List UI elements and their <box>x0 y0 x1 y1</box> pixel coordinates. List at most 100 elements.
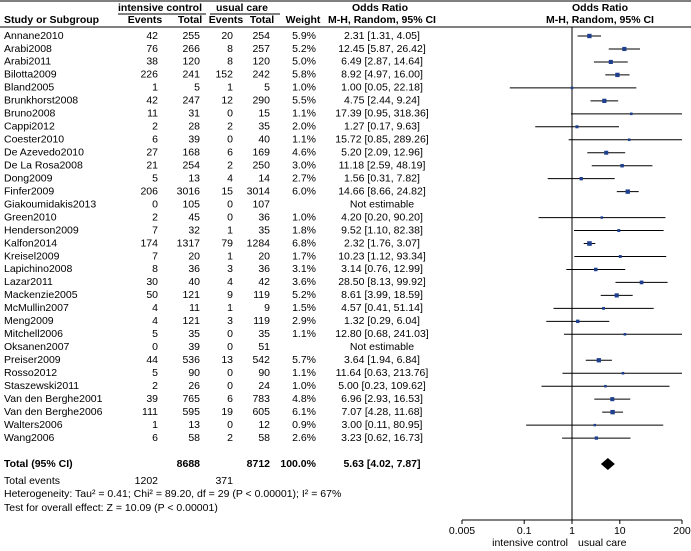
cell: 169 <box>252 147 270 159</box>
odds-ratio: 28.50 [8.13, 99.92] <box>338 276 426 288</box>
weight: 5.2% <box>292 289 316 301</box>
cell: 35 <box>258 121 270 133</box>
study-name: Lapichino2008 <box>4 263 72 275</box>
weight: 1.0% <box>292 380 316 392</box>
study-name: Arabi2008 <box>4 43 52 55</box>
cell: 5 <box>194 82 200 94</box>
cell: 0 <box>152 341 158 353</box>
cell: 121 <box>182 289 200 301</box>
cell: 536 <box>182 354 200 366</box>
odds-ratio: 6.96 [2.93, 16.53] <box>341 393 423 405</box>
study-name: Bland2005 <box>4 82 54 94</box>
cell: 35 <box>258 224 270 236</box>
cell: 7 <box>152 250 158 262</box>
cell: 765 <box>182 393 200 405</box>
cell: 39 <box>188 134 200 146</box>
cell: 168 <box>182 147 200 159</box>
cell: 0 <box>152 198 158 210</box>
x-tick-label: 0.005 <box>449 525 475 537</box>
study-name: Dong2009 <box>4 172 53 184</box>
cell: 3014 <box>247 185 271 197</box>
cell: 5 <box>264 82 270 94</box>
odds-ratio: 1.00 [0.05, 22.18] <box>341 82 423 94</box>
cell: 290 <box>252 95 270 107</box>
study-name: Arabi2011 <box>4 56 51 68</box>
column-header: Weight <box>286 14 321 26</box>
study-name: Brunkhorst2008 <box>4 95 78 107</box>
x-tick-label: 200 <box>673 525 691 537</box>
cell: 6 <box>227 393 233 405</box>
x-tick-label: 0.1 <box>517 525 532 537</box>
cell: 2 <box>227 121 233 133</box>
odds-ratio: 11.64 [0.63, 213.76] <box>336 367 429 379</box>
odds-ratio: 8.92 [4.97, 16.00] <box>341 69 423 81</box>
odds-ratio: 14.66 [8.66, 24.82] <box>338 185 426 197</box>
odds-ratio: 12.45 [5.87, 26.42] <box>338 43 426 55</box>
odds-ratio: 5.00 [0.23, 109.62] <box>338 380 426 392</box>
cell: 2 <box>152 121 158 133</box>
column-header: Study or Subgroup <box>4 14 99 26</box>
cell: 27 <box>146 147 158 159</box>
cell: 24 <box>258 380 270 392</box>
total-events-label: Total events <box>4 475 60 487</box>
weight: 3.0% <box>292 159 316 171</box>
cell: 4 <box>227 276 233 288</box>
cell: 36 <box>258 211 270 223</box>
cell: 0 <box>227 341 233 353</box>
cell: 36 <box>188 263 200 275</box>
cell: 254 <box>182 159 200 171</box>
point-estimate <box>620 163 624 168</box>
cell: 9 <box>227 289 233 301</box>
odds-ratio: 1.32 [0.29, 6.04] <box>344 315 420 327</box>
weight: 5.8% <box>292 69 316 81</box>
study-name: Mitchell2006 <box>4 328 63 340</box>
cell: 20 <box>188 250 200 262</box>
weight: 5.9% <box>292 30 316 42</box>
odds-ratio: Not estimable <box>350 198 414 210</box>
cell: 13 <box>188 172 200 184</box>
odds-ratio: 17.39 [0.95, 318.36] <box>335 108 428 120</box>
cell: 36 <box>258 263 270 275</box>
point-estimate <box>623 333 627 336</box>
study-name: De La Rosa2008 <box>4 159 83 171</box>
cell: 105 <box>182 198 200 210</box>
point-estimate <box>594 267 598 272</box>
point-estimate <box>570 86 574 90</box>
cell: 39 <box>188 341 200 353</box>
cell: 28 <box>188 121 200 133</box>
study-name: Walters2006 <box>4 419 63 431</box>
cell: 174 <box>140 237 158 249</box>
weight: 2.6% <box>292 432 316 444</box>
point-estimate <box>614 293 619 298</box>
odds-ratio: 8.61 [3.99, 18.59] <box>341 289 423 301</box>
point-estimate <box>576 319 580 324</box>
point-estimate <box>617 229 621 233</box>
cell: 38 <box>146 56 158 68</box>
cell: 0 <box>227 134 233 146</box>
total-events: 1202 <box>135 475 159 487</box>
cell: 13 <box>188 419 200 431</box>
odds-ratio: 15.72 [0.85, 289.26] <box>335 134 428 146</box>
cell: 0 <box>227 419 233 431</box>
point-estimate <box>575 125 579 129</box>
weight: 1.0% <box>292 211 316 223</box>
weight: 1.7% <box>292 250 316 262</box>
odds-ratio: 3.14 [0.76, 12.99] <box>341 263 423 275</box>
total-n: 8712 <box>247 458 271 470</box>
cell: 5 <box>152 367 158 379</box>
study-name: Meng2009 <box>4 315 54 327</box>
cell: 257 <box>252 43 270 55</box>
total-label: Total (95% CI) <box>4 458 73 470</box>
cell: 6 <box>152 134 158 146</box>
cell: 226 <box>140 69 158 81</box>
cell: 247 <box>182 95 200 107</box>
cell: 0 <box>227 108 233 120</box>
study-name: Bruno2008 <box>4 108 56 120</box>
cell: 8 <box>227 56 233 68</box>
cell: 206 <box>140 185 158 197</box>
study-name: Oksanen2007 <box>4 341 70 353</box>
cell: 255 <box>182 30 200 42</box>
point-estimate <box>639 280 644 285</box>
weight: 0.9% <box>292 419 316 431</box>
odds-ratio: 12.80 [0.68, 241.03] <box>335 328 428 340</box>
